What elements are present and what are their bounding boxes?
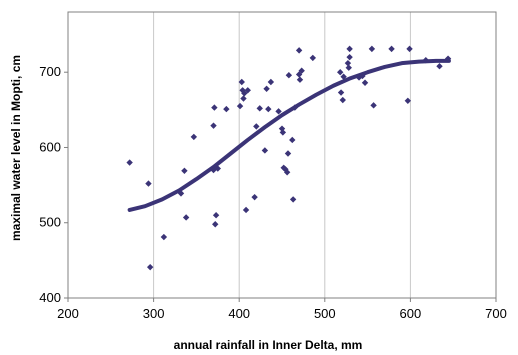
x-tick-labels: 200 300 400 500 600 700 (57, 298, 507, 321)
y-tick-label: 700 (39, 64, 61, 79)
data-point (244, 87, 251, 94)
data-point (261, 147, 269, 154)
x-tick-label: 700 (485, 306, 507, 321)
data-point (242, 206, 250, 214)
data-point (345, 64, 352, 71)
x-tick-label: 500 (314, 306, 336, 321)
data-point (406, 45, 413, 53)
data-point (239, 87, 246, 94)
data-point (337, 69, 344, 76)
data-point (361, 79, 369, 86)
data-point (279, 129, 287, 136)
data-point (214, 165, 221, 172)
x-tick-label: 600 (400, 306, 422, 321)
data-point (295, 47, 303, 54)
data-point (212, 212, 220, 219)
data-point (182, 214, 190, 221)
data-point (211, 104, 218, 111)
data-point (388, 45, 395, 53)
y-tick-label: 400 (39, 290, 61, 305)
data-point (253, 123, 260, 130)
data-point (263, 85, 270, 92)
data-point (295, 71, 303, 78)
data-point (241, 90, 248, 97)
data-point (284, 150, 292, 157)
data-point (240, 95, 247, 102)
data-point (368, 45, 376, 53)
y-axis-title: maximal water level in Mopti, cm (9, 55, 23, 241)
y-tick-labels: 400 500 600 700 (39, 64, 68, 305)
data-point (404, 97, 412, 105)
data-point (298, 67, 305, 74)
x-tick-label: 400 (228, 306, 250, 321)
data-point (285, 72, 293, 79)
y-tick-label: 500 (39, 215, 61, 230)
data-point (289, 136, 296, 144)
data-point (275, 108, 282, 115)
data-point (444, 55, 452, 62)
data-point (177, 190, 185, 197)
data-point (283, 169, 291, 176)
data-point (296, 76, 304, 83)
data-point (309, 54, 317, 62)
data-point (344, 59, 352, 67)
y-tick-label: 600 (39, 139, 61, 154)
data-point (436, 62, 443, 70)
data-point (146, 263, 154, 271)
data-point (340, 73, 347, 80)
data-point (339, 96, 346, 104)
data-point (337, 89, 345, 96)
data-point (181, 167, 188, 175)
data-point (251, 193, 258, 201)
plot-area-frame (67, 11, 497, 299)
data-point (126, 159, 133, 166)
grid-lines (153, 12, 497, 298)
data-point (223, 105, 230, 113)
data-point (190, 133, 198, 141)
x-tick-label: 200 (57, 306, 79, 321)
data-point (370, 102, 377, 109)
data-point (346, 45, 353, 53)
data-point (256, 105, 263, 112)
x-axis-title: annual rainfall in Inner Delta, mm (174, 338, 363, 352)
data-point (160, 233, 168, 241)
data-point (238, 78, 245, 86)
data-point (289, 196, 297, 203)
data-point (267, 78, 275, 86)
data-point (422, 56, 430, 64)
data-point (291, 104, 299, 111)
data-point (236, 102, 244, 110)
data-point (212, 221, 219, 228)
data-point (145, 180, 152, 187)
trend-line (127, 58, 451, 212)
x-tick-label: 300 (143, 306, 165, 321)
data-point (265, 105, 272, 113)
data-point (346, 53, 353, 61)
data-point (359, 72, 366, 80)
data-point (210, 122, 217, 129)
data-points (126, 45, 452, 271)
